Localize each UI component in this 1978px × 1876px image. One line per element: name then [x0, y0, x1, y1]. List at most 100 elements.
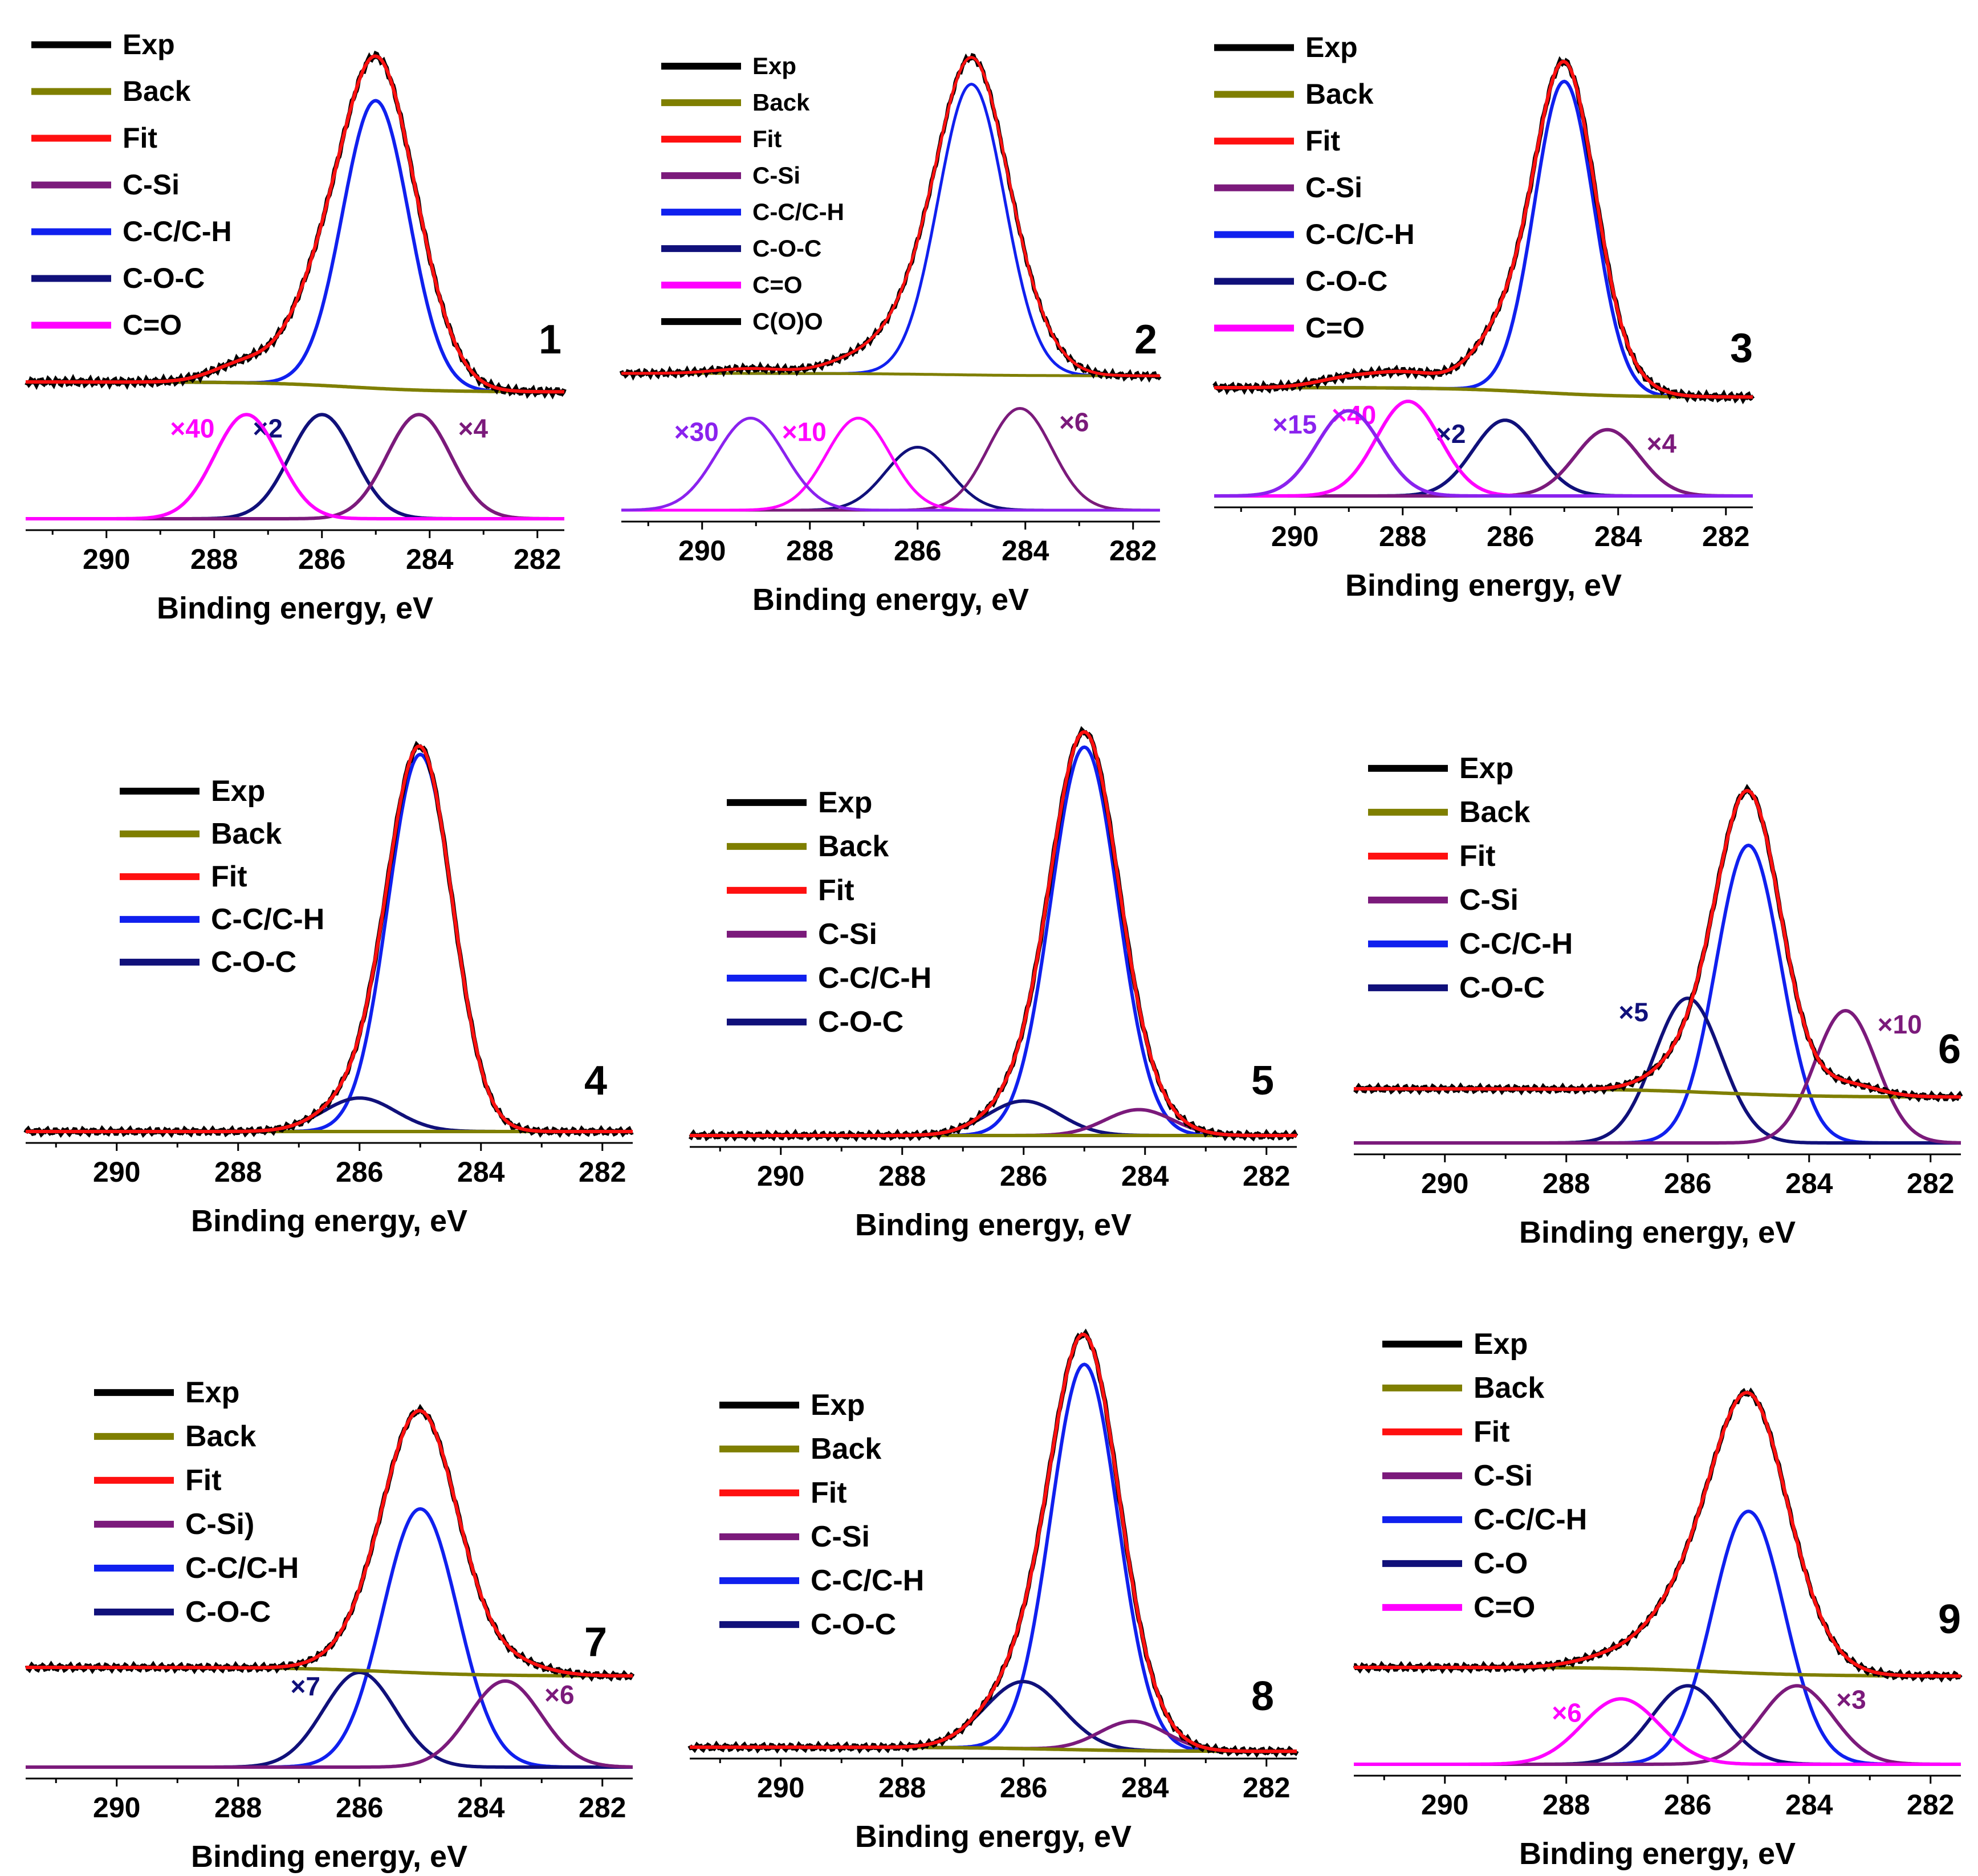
legend-label-back: Back [211, 817, 282, 850]
legend-label-exp: Exp [1305, 31, 1358, 63]
component-c-c-c-h [621, 83, 1160, 377]
legend-label-exp: Exp [752, 52, 796, 79]
legend-label-c-o: C=O [752, 271, 803, 298]
component-c-o-o [621, 416, 1160, 512]
component-c-c-c-h [26, 99, 564, 394]
legend-label-c-o-c: C-O-C [818, 1006, 903, 1039]
x-axis-label: Binding energy, eV [157, 591, 433, 625]
component-c-si [26, 1679, 633, 1769]
x-tick-label: 288 [214, 1156, 262, 1188]
panel-9: 290 288 286 284 282 Binding energy, eV ×3 ×6 Exp… [1353, 1328, 1963, 1871]
x-axis-label: Binding energy, eV [191, 1840, 467, 1874]
x-tick-label: 290 [1271, 520, 1318, 552]
exp-curve [23, 740, 634, 1138]
component-c-si [1354, 1008, 1961, 1145]
scale-label: ×3 [1836, 1684, 1866, 1714]
x-tick-label: 288 [1379, 520, 1426, 552]
x-tick-label: 282 [1109, 535, 1157, 567]
legend-label-fit: Fit [1474, 1415, 1510, 1448]
panel-7: 290 288 286 284 282 Binding energy, eV ×7 ×6 Exp… [25, 1376, 635, 1874]
legend-label-c-o: C=O [123, 309, 182, 341]
legend-label-fit: Fit [211, 860, 247, 893]
legend-label-back: Back [1305, 78, 1374, 110]
x-tick-label: 288 [878, 1160, 926, 1192]
x-tick-label: 290 [93, 1156, 140, 1188]
x-tick-label: 282 [1907, 1167, 1954, 1199]
legend-label-c-si: C-Si [752, 162, 800, 189]
legend-label-exp: Exp [811, 1389, 865, 1422]
panel-number: 9 [1938, 1597, 1961, 1642]
x-tick-label: 286 [336, 1792, 383, 1824]
legend-label-c-c-c-h: C-C/C-H [1459, 927, 1573, 961]
legend-label-fit: Fit [185, 1464, 222, 1497]
panel-8: 290 288 286 284 282 Binding energy, eV Exp Back… [687, 1328, 1299, 1854]
scale-label: ×2 [1436, 419, 1466, 449]
legend-label-c-c-c-h: C-C/C-H [211, 903, 324, 936]
legend-label-exp: Exp [1459, 752, 1513, 785]
legend-label-c-o-c: C-O-C [185, 1596, 271, 1629]
exp-curve [25, 50, 567, 400]
x-axis-label: Binding energy, eV [1519, 1215, 1796, 1250]
legend-label-c-o-c: C-O-C [1305, 265, 1387, 297]
scale-label: ×10 [782, 417, 827, 447]
legend-label-back: Back [185, 1420, 256, 1453]
panel-number: 3 [1730, 325, 1753, 371]
component-c-c-c-h [26, 1507, 633, 1769]
legend-label-c-oo: C(O)O [752, 308, 823, 335]
x-tick-label: 288 [214, 1792, 262, 1824]
x-tick-label: 288 [190, 543, 238, 575]
scale-label: ×10 [1878, 1010, 1922, 1039]
x-tick-label: 288 [1542, 1167, 1590, 1199]
legend-label-exp: Exp [211, 775, 265, 808]
scale-label: ×6 [1059, 408, 1089, 437]
background-line [1214, 386, 1753, 399]
legend-label-c-o-c: C-O-C [811, 1608, 896, 1641]
legend: Exp Back Fit C-C/C-H C-O-C [120, 775, 324, 979]
x-axis-label: Binding energy, eV [855, 1208, 1132, 1242]
legend-label-back: Back [1474, 1372, 1544, 1405]
x-tick-label: 286 [1664, 1167, 1711, 1199]
legend: Exp Back Fit C-Si C-C/C-H C-O-C [719, 1389, 924, 1641]
legend-label-c-c-c-h: C-C/C-H [1474, 1503, 1587, 1536]
legend-label-fit: Fit [1305, 125, 1340, 157]
legend-label-fit: Fit [811, 1476, 847, 1509]
x-tick-label: 284 [1121, 1772, 1169, 1804]
x-tick-label: 282 [1243, 1772, 1290, 1804]
legend-label-c-o: C=O [1474, 1591, 1535, 1624]
legend-label-c-o-c: C-O-C [752, 235, 821, 262]
fit-curve [26, 54, 565, 394]
legend-label-fit: Fit [1459, 840, 1496, 873]
x-tick-label: 282 [514, 543, 561, 575]
x-tick-label: 290 [1421, 1167, 1468, 1199]
legend-label-back: Back [811, 1433, 881, 1466]
legend-label-back: Back [818, 830, 889, 863]
component-c-c-c-h [26, 752, 633, 1133]
x-tick-label: 288 [1542, 1789, 1590, 1821]
scale-label: ×6 [544, 1680, 574, 1710]
legend-label-c-si: C-Si [1459, 884, 1519, 917]
x-tick-label: 284 [1785, 1789, 1833, 1821]
legend-label-c-si: C-Si [123, 169, 180, 201]
legend-label-exp: Exp [185, 1376, 239, 1409]
legend: Exp Back Fit C-Si C-C/C-H C-O-C C=O C(O)O [661, 52, 844, 335]
x-axis-label: Binding energy, eV [1345, 568, 1622, 603]
x-tick-label: 282 [579, 1156, 626, 1188]
panel-4: 290 288 286 284 282 Binding energy, eV Exp Back… [23, 740, 634, 1238]
scale-label: ×6 [1552, 1698, 1581, 1727]
legend-label-c-o: C=O [1305, 312, 1365, 344]
x-tick-label: 284 [406, 543, 454, 575]
x-tick-label: 290 [757, 1772, 804, 1804]
legend-label-c-si: C-Si [811, 1520, 870, 1553]
legend-label-fit: Fit [818, 874, 854, 907]
x-tick-label: 290 [757, 1160, 804, 1192]
legend-label-c-o: C-O [1474, 1547, 1528, 1580]
panel-2: 290 288 286 284 282 Binding energy, eV ×6 ×10 ×3… [619, 52, 1162, 617]
legend-label-exp: Exp [1474, 1328, 1528, 1361]
legend-label-exp: Exp [123, 29, 175, 60]
legend-label-c-si: C-Si [1474, 1459, 1533, 1492]
panel-number: 7 [584, 1619, 607, 1665]
legend-label-back: Back [1459, 796, 1530, 829]
